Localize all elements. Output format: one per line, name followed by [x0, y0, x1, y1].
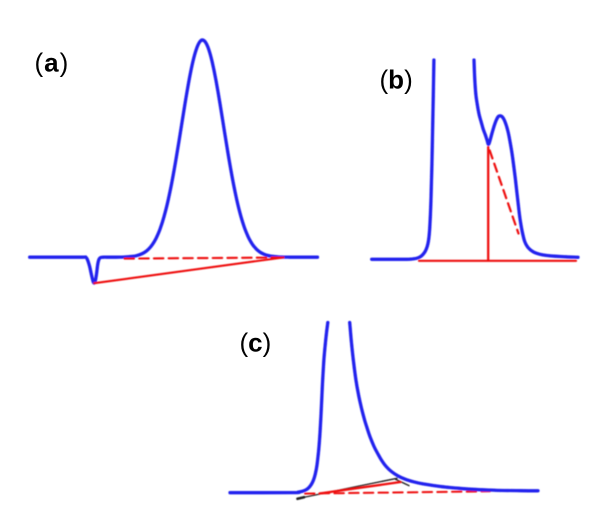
svg-text:(a): (a): [35, 48, 70, 78]
svg-text:(b): (b): [380, 65, 413, 95]
svg-text:(c): (c): [240, 328, 272, 358]
